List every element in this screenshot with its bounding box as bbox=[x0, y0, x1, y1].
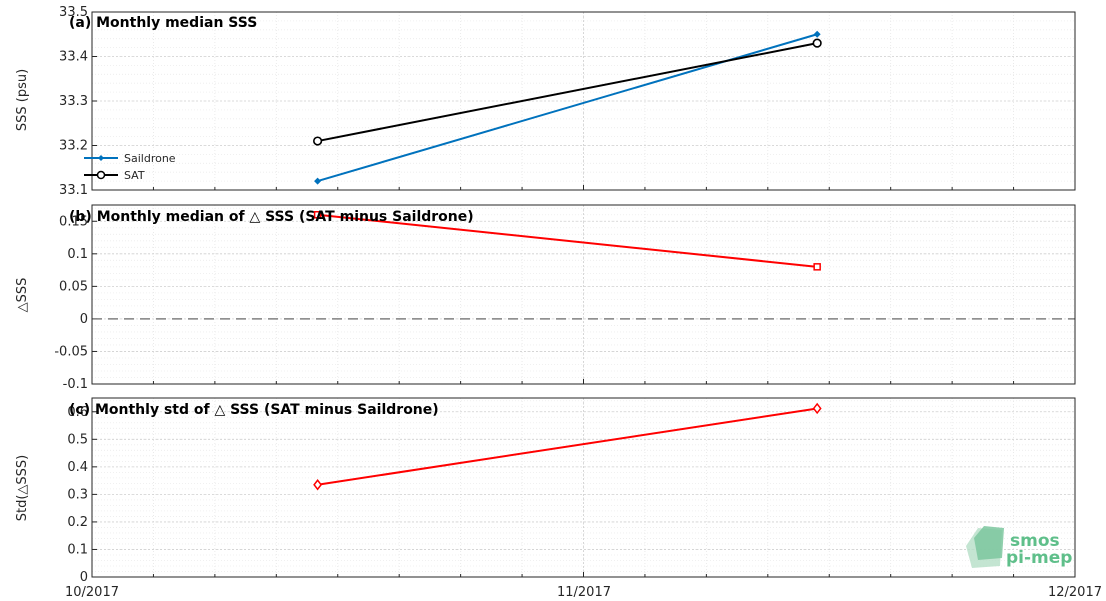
panel-c: 0 0.1 0.2 0.3 0.4 0.5 0.6 bbox=[67, 397, 1076, 585]
data-point bbox=[812, 402, 822, 415]
logo-text-smos: smos bbox=[1010, 531, 1060, 551]
y-tick-label: 0.05 bbox=[59, 279, 88, 294]
smos-pi-mep-logo: smos pi-mep bbox=[966, 526, 1072, 568]
logo-swath-icon-front bbox=[974, 526, 1004, 560]
axes-frame bbox=[91, 204, 1076, 385]
y-tick-label: 0 bbox=[80, 570, 88, 585]
y-tick-label: 0.1 bbox=[67, 542, 88, 557]
y-tick-label: 0.6 bbox=[67, 405, 88, 420]
series-line-0 bbox=[317, 407, 818, 486]
y-tick-label: 33.2 bbox=[59, 139, 88, 154]
y-tick-label: 33.5 bbox=[59, 5, 88, 20]
panel-b-ylabel: △SSS bbox=[15, 278, 30, 313]
series-line-0 bbox=[317, 213, 818, 268]
panel-c-title: (c) Monthly std of △ SSS (SAT minus Sail… bbox=[69, 402, 439, 418]
data-point bbox=[813, 263, 821, 271]
legend-saildrone-marker bbox=[98, 155, 104, 161]
y-tick-label: -0.1 bbox=[63, 377, 88, 392]
x-tick-label-oct: 10/2017 bbox=[65, 585, 119, 600]
data-point bbox=[812, 38, 822, 48]
series-line-1 bbox=[317, 42, 818, 143]
legend-saildrone-label: Saildrone bbox=[124, 152, 176, 165]
legend-sat-marker bbox=[96, 170, 106, 180]
panel-a-ylabel: SSS (psu) bbox=[15, 69, 30, 131]
y-tick-label: -0.05 bbox=[54, 344, 88, 359]
y-tick-label: 0.3 bbox=[67, 487, 88, 502]
axes-frame bbox=[91, 11, 1076, 191]
panel-b: -0.1 -0.05 0 0.05 0.1 0.15 bbox=[54, 204, 1076, 392]
x-tick-label-dec: 12/2017 bbox=[1048, 585, 1102, 600]
data-point bbox=[313, 479, 323, 491]
x-tick-label-nov: 11/2017 bbox=[557, 585, 611, 600]
data-point bbox=[313, 211, 322, 219]
y-tick-label: 33.3 bbox=[59, 94, 88, 109]
legend-sat-label: SAT bbox=[124, 169, 145, 182]
y-tick-label: 0.1 bbox=[67, 247, 88, 262]
data-point bbox=[313, 136, 323, 146]
panel-c-ylabel: Std(△SSS) bbox=[15, 455, 30, 522]
y-tick-label: 0 bbox=[80, 312, 88, 327]
y-tick-label: 0.15 bbox=[59, 214, 88, 229]
legend: Saildrone SAT bbox=[84, 152, 176, 182]
data-point bbox=[314, 177, 322, 185]
panel-b-title: (b) Monthly median of △ SSS (SAT minus S… bbox=[69, 209, 474, 225]
panel-a: 33.1 33.2 33.3 33.4 33.5 bbox=[59, 5, 1076, 198]
y-tick-label: 0.5 bbox=[67, 432, 88, 447]
y-tick-label: 0.4 bbox=[67, 460, 88, 475]
logo-text-pi-mep: pi-mep bbox=[1006, 548, 1072, 568]
y-tick-label: 33.4 bbox=[59, 50, 88, 65]
y-tick-label: 0.2 bbox=[67, 515, 88, 530]
panel-a-title: (a) Monthly median SSS bbox=[69, 15, 257, 31]
y-tick-label: 33.1 bbox=[59, 183, 88, 198]
axes-frame bbox=[91, 397, 1076, 578]
data-point bbox=[813, 30, 821, 38]
